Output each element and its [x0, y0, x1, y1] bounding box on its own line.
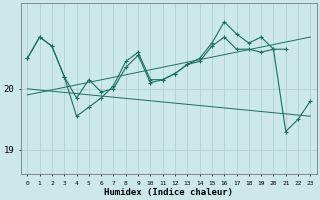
X-axis label: Humidex (Indice chaleur): Humidex (Indice chaleur) — [104, 188, 233, 197]
